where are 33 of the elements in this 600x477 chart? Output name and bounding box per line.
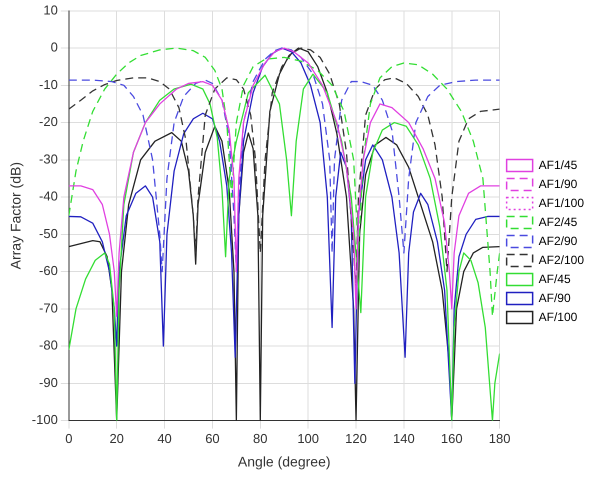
legend-label: AF1/90 [538,176,578,191]
y-tick-label: -50 [39,226,58,241]
legend-label: AF2/45 [538,214,578,229]
y-tick-label: -100 [32,412,58,428]
x-tick-label: 160 [440,430,463,446]
x-tick-label: 120 [345,430,367,446]
y-tick-label: -80 [39,338,58,353]
legend-label: AF/45 [538,272,571,286]
x-tick-label: 20 [109,430,124,446]
legend-label: AF/90 [538,290,571,305]
x-tick-label: 40 [157,430,172,446]
legend-label: AF/100 [538,310,578,324]
y-tick-label: -40 [39,188,58,204]
x-tick-label: 180 [488,430,510,446]
y-tick-label: 10 [43,2,58,18]
legend-label: AF2/100 [538,252,584,267]
x-tick-label: 80 [253,430,268,446]
y-tick-label: -10 [39,76,58,92]
y-tick-label: 0 [50,40,58,55]
y-tick-label: -20 [39,114,58,130]
legend-label: AF2/90 [538,234,578,248]
y-tick-label: -70 [39,300,58,316]
x-tick-label: 140 [393,430,415,446]
x-tick-label: 100 [297,430,320,446]
y-tick-label: -30 [39,151,58,166]
x-tick-label: 0 [65,430,72,446]
legend-label: AF1/45 [538,158,578,172]
y-axis-title: Array Factor (dB) [7,162,24,270]
y-tick-label: -90 [39,374,58,390]
legend-label: AF1/100 [538,196,584,210]
y-tick-label: -60 [39,263,58,278]
x-tick-label: 60 [205,430,220,446]
x-axis-title: Angle (degree) [238,453,331,470]
